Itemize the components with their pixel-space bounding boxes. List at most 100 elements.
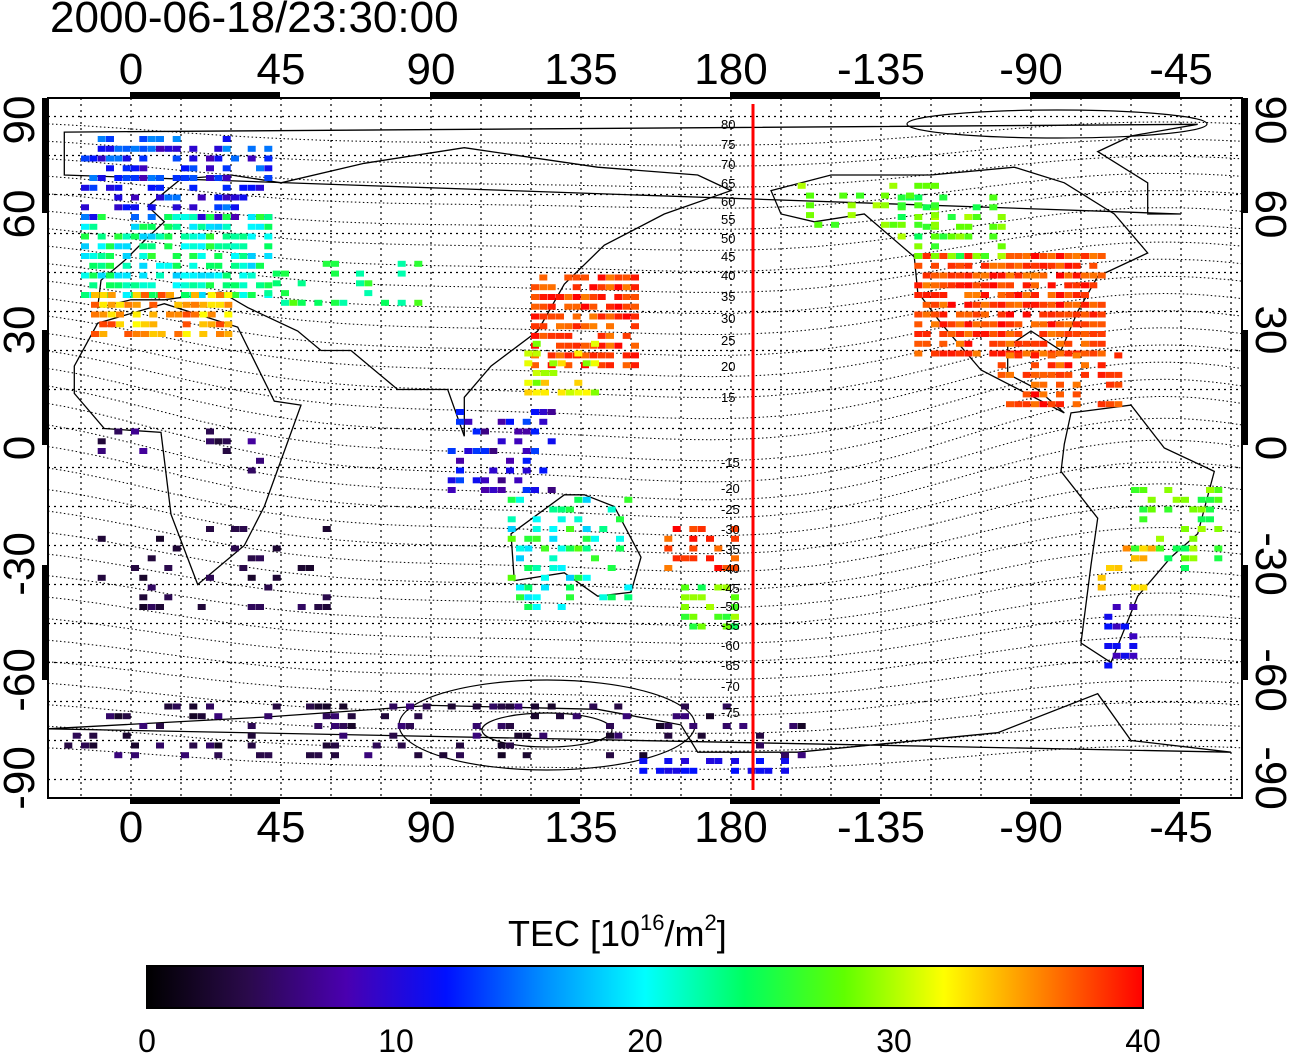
tec-cell — [156, 194, 164, 201]
tec-cell — [606, 732, 614, 739]
tec-cell — [231, 526, 239, 532]
tec-cell — [231, 262, 239, 269]
tec-cell — [606, 303, 614, 310]
tec-cell — [939, 331, 948, 337]
tec-cell — [591, 389, 599, 396]
tec-cell — [839, 192, 848, 199]
tec-cell — [107, 292, 116, 298]
tec-cell — [764, 767, 773, 774]
tec-cell — [97, 253, 106, 259]
tec-cell — [256, 223, 264, 230]
tec-cell — [89, 155, 98, 162]
tec-cell — [322, 594, 331, 601]
tec-cell — [706, 604, 714, 610]
tec-cell — [156, 535, 164, 542]
tec-cell — [664, 723, 673, 729]
tec-cell — [756, 767, 764, 774]
tec-cell — [1039, 262, 1048, 269]
tec-cell — [97, 262, 106, 269]
tec-cell — [556, 352, 564, 359]
tec-cell — [1206, 516, 1214, 523]
tec-cell — [574, 350, 583, 357]
tec-cell — [981, 311, 989, 318]
tec-cell — [806, 202, 814, 209]
tec-cell — [689, 767, 698, 774]
tec-cell — [989, 272, 998, 279]
tec-cell — [589, 323, 598, 330]
tec-cell — [131, 165, 139, 172]
magnetic-contour — [47, 570, 1243, 626]
magnetic-lat-label: 65 — [721, 176, 735, 191]
tec-cell — [331, 713, 339, 720]
tec-cell — [631, 294, 639, 300]
tec-cell — [914, 292, 923, 298]
tec-cell — [1129, 604, 1138, 610]
tec-cell — [206, 282, 214, 289]
tec-cell — [114, 175, 123, 181]
tec-cell — [231, 214, 239, 220]
tec-cell — [131, 175, 139, 181]
tec-cell — [224, 301, 233, 308]
tec-cell — [214, 272, 223, 279]
tec-cell — [631, 284, 639, 291]
tec-cell — [689, 526, 698, 532]
tec-cell — [222, 165, 231, 172]
top-lon-tick: -90 — [999, 45, 1063, 94]
tec-cell — [164, 194, 173, 201]
tec-cell — [847, 202, 856, 209]
tec-cell — [397, 299, 406, 306]
tec-cell — [607, 506, 616, 513]
tec-cell — [532, 594, 541, 601]
tec-cell — [531, 703, 539, 710]
tec-cell — [981, 262, 989, 269]
tec-cell — [149, 321, 158, 328]
tec-cell — [681, 584, 689, 591]
tec-cell — [1056, 350, 1064, 357]
tec-cell — [281, 290, 289, 297]
tec-cell — [1022, 253, 1031, 259]
tec-cell — [364, 280, 373, 287]
tec-cell — [322, 703, 331, 710]
tec-cell — [1097, 401, 1106, 408]
tec-cell — [1064, 371, 1073, 378]
tec-cell — [964, 292, 973, 298]
tec-cell — [256, 457, 264, 464]
tec-cell — [1047, 321, 1056, 328]
tec-cell — [114, 713, 123, 720]
tec-cell — [566, 584, 574, 591]
tec-cell — [1014, 340, 1023, 347]
tec-cell — [264, 165, 273, 172]
tec-cell — [781, 752, 789, 759]
tec-cell — [497, 438, 506, 445]
tec-cell — [522, 752, 531, 759]
tec-cell — [89, 214, 98, 220]
tec-cell — [539, 732, 548, 739]
tec-cell — [532, 535, 541, 542]
colorbar-tick: 30 — [876, 1023, 912, 1057]
tec-cell — [247, 253, 256, 259]
tec-cell — [172, 204, 181, 211]
tec-cell — [547, 352, 556, 359]
tec-cell — [1047, 401, 1056, 408]
tec-cell — [147, 214, 156, 220]
tec-cell — [191, 292, 199, 298]
tec-cell — [182, 301, 191, 308]
tec-cell — [1172, 545, 1181, 552]
tec-cell — [541, 379, 549, 386]
tec-cell — [224, 311, 233, 318]
tec-cell — [189, 145, 198, 152]
tec-cell — [97, 243, 106, 250]
tec-cell — [247, 604, 256, 610]
tec-cell — [522, 448, 531, 454]
tec-cell — [222, 214, 231, 220]
tec-cell — [1131, 584, 1139, 591]
tec-cell — [1039, 391, 1048, 398]
tec-cell — [231, 194, 239, 201]
tec-cell — [1047, 292, 1056, 298]
tec-cell — [781, 758, 789, 764]
tec-cell — [164, 262, 173, 269]
tec-cell — [556, 313, 564, 320]
tec-cell — [147, 253, 156, 259]
tec-cell — [922, 301, 931, 308]
